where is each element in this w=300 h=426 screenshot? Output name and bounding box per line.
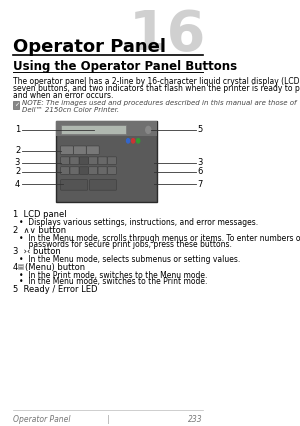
- FancyBboxPatch shape: [89, 180, 116, 190]
- FancyBboxPatch shape: [107, 167, 116, 174]
- Text: 3: 3: [15, 158, 20, 167]
- FancyBboxPatch shape: [98, 167, 107, 174]
- Text: 2: 2: [15, 146, 20, 155]
- Text: 4: 4: [15, 180, 20, 189]
- Text: ✓: ✓: [14, 103, 19, 108]
- Text: •  In the Menu mode, scrolls through menus or items. To enter numbers or: • In the Menu mode, scrolls through menu…: [19, 233, 300, 242]
- Bar: [13, 101, 20, 109]
- Bar: [61, 125, 126, 134]
- Text: 16: 16: [129, 8, 207, 62]
- Bar: [56, 121, 157, 202]
- Text: 5  Ready / Error LED: 5 Ready / Error LED: [13, 285, 98, 294]
- Text: Operator Panel: Operator Panel: [13, 415, 70, 424]
- FancyBboxPatch shape: [70, 167, 79, 174]
- FancyBboxPatch shape: [61, 167, 70, 174]
- Text: 4: 4: [13, 263, 18, 272]
- Text: Using the Operator Panel Buttons: Using the Operator Panel Buttons: [13, 60, 237, 73]
- Text: 7: 7: [197, 180, 203, 189]
- Text: (Menu) button: (Menu) button: [25, 263, 85, 272]
- Text: 1: 1: [15, 125, 20, 134]
- FancyBboxPatch shape: [86, 146, 99, 155]
- Text: 3  ›‹ button: 3 ›‹ button: [13, 248, 61, 256]
- Text: Dell™ 2150cn Color Printer.: Dell™ 2150cn Color Printer.: [22, 106, 119, 112]
- Text: •  In the Print mode, switches to the Menu mode.: • In the Print mode, switches to the Men…: [19, 271, 207, 280]
- Bar: [18, 264, 23, 269]
- Text: •  In the Menu mode, selects submenus or setting values.: • In the Menu mode, selects submenus or …: [19, 255, 240, 264]
- Text: •  In the Menu mode, switches to the Print mode.: • In the Menu mode, switches to the Prin…: [19, 277, 207, 286]
- Text: |: |: [107, 415, 109, 424]
- Text: 233: 233: [188, 415, 203, 424]
- FancyBboxPatch shape: [70, 157, 79, 164]
- FancyBboxPatch shape: [61, 180, 88, 190]
- FancyBboxPatch shape: [61, 157, 70, 164]
- Text: The operator panel has a 2-line by 16-character liquid crystal display (LCD),: The operator panel has a 2-line by 16-ch…: [13, 78, 300, 86]
- Circle shape: [136, 138, 140, 143]
- Bar: [56, 121, 157, 136]
- FancyBboxPatch shape: [107, 157, 116, 164]
- FancyBboxPatch shape: [61, 146, 73, 155]
- FancyBboxPatch shape: [89, 157, 98, 164]
- Text: seven buttons, and two indicators that flash when the printer is ready to print,: seven buttons, and two indicators that f…: [13, 84, 300, 93]
- Text: 1  LCD panel: 1 LCD panel: [13, 210, 67, 219]
- Text: 3: 3: [197, 158, 203, 167]
- Circle shape: [132, 138, 135, 143]
- Text: Operator Panel: Operator Panel: [13, 37, 166, 56]
- Text: 2: 2: [15, 167, 20, 176]
- Circle shape: [127, 138, 130, 143]
- FancyBboxPatch shape: [89, 167, 98, 174]
- Text: passwords for secure print jobs, press these buttons.: passwords for secure print jobs, press t…: [19, 240, 232, 249]
- Text: 2  ∧∨ button: 2 ∧∨ button: [13, 226, 66, 235]
- Text: •  Displays various settings, instructions, and error messages.: • Displays various settings, instruction…: [19, 218, 258, 227]
- Text: NOTE: The images used and procedures described in this manual are those of: NOTE: The images used and procedures des…: [22, 100, 296, 106]
- FancyBboxPatch shape: [98, 157, 107, 164]
- FancyBboxPatch shape: [79, 167, 88, 174]
- Text: and when an error occurs.: and when an error occurs.: [13, 91, 113, 100]
- FancyBboxPatch shape: [74, 146, 86, 155]
- Circle shape: [146, 127, 151, 133]
- Text: 5: 5: [197, 125, 203, 134]
- FancyBboxPatch shape: [79, 157, 88, 164]
- Text: 6: 6: [197, 167, 203, 176]
